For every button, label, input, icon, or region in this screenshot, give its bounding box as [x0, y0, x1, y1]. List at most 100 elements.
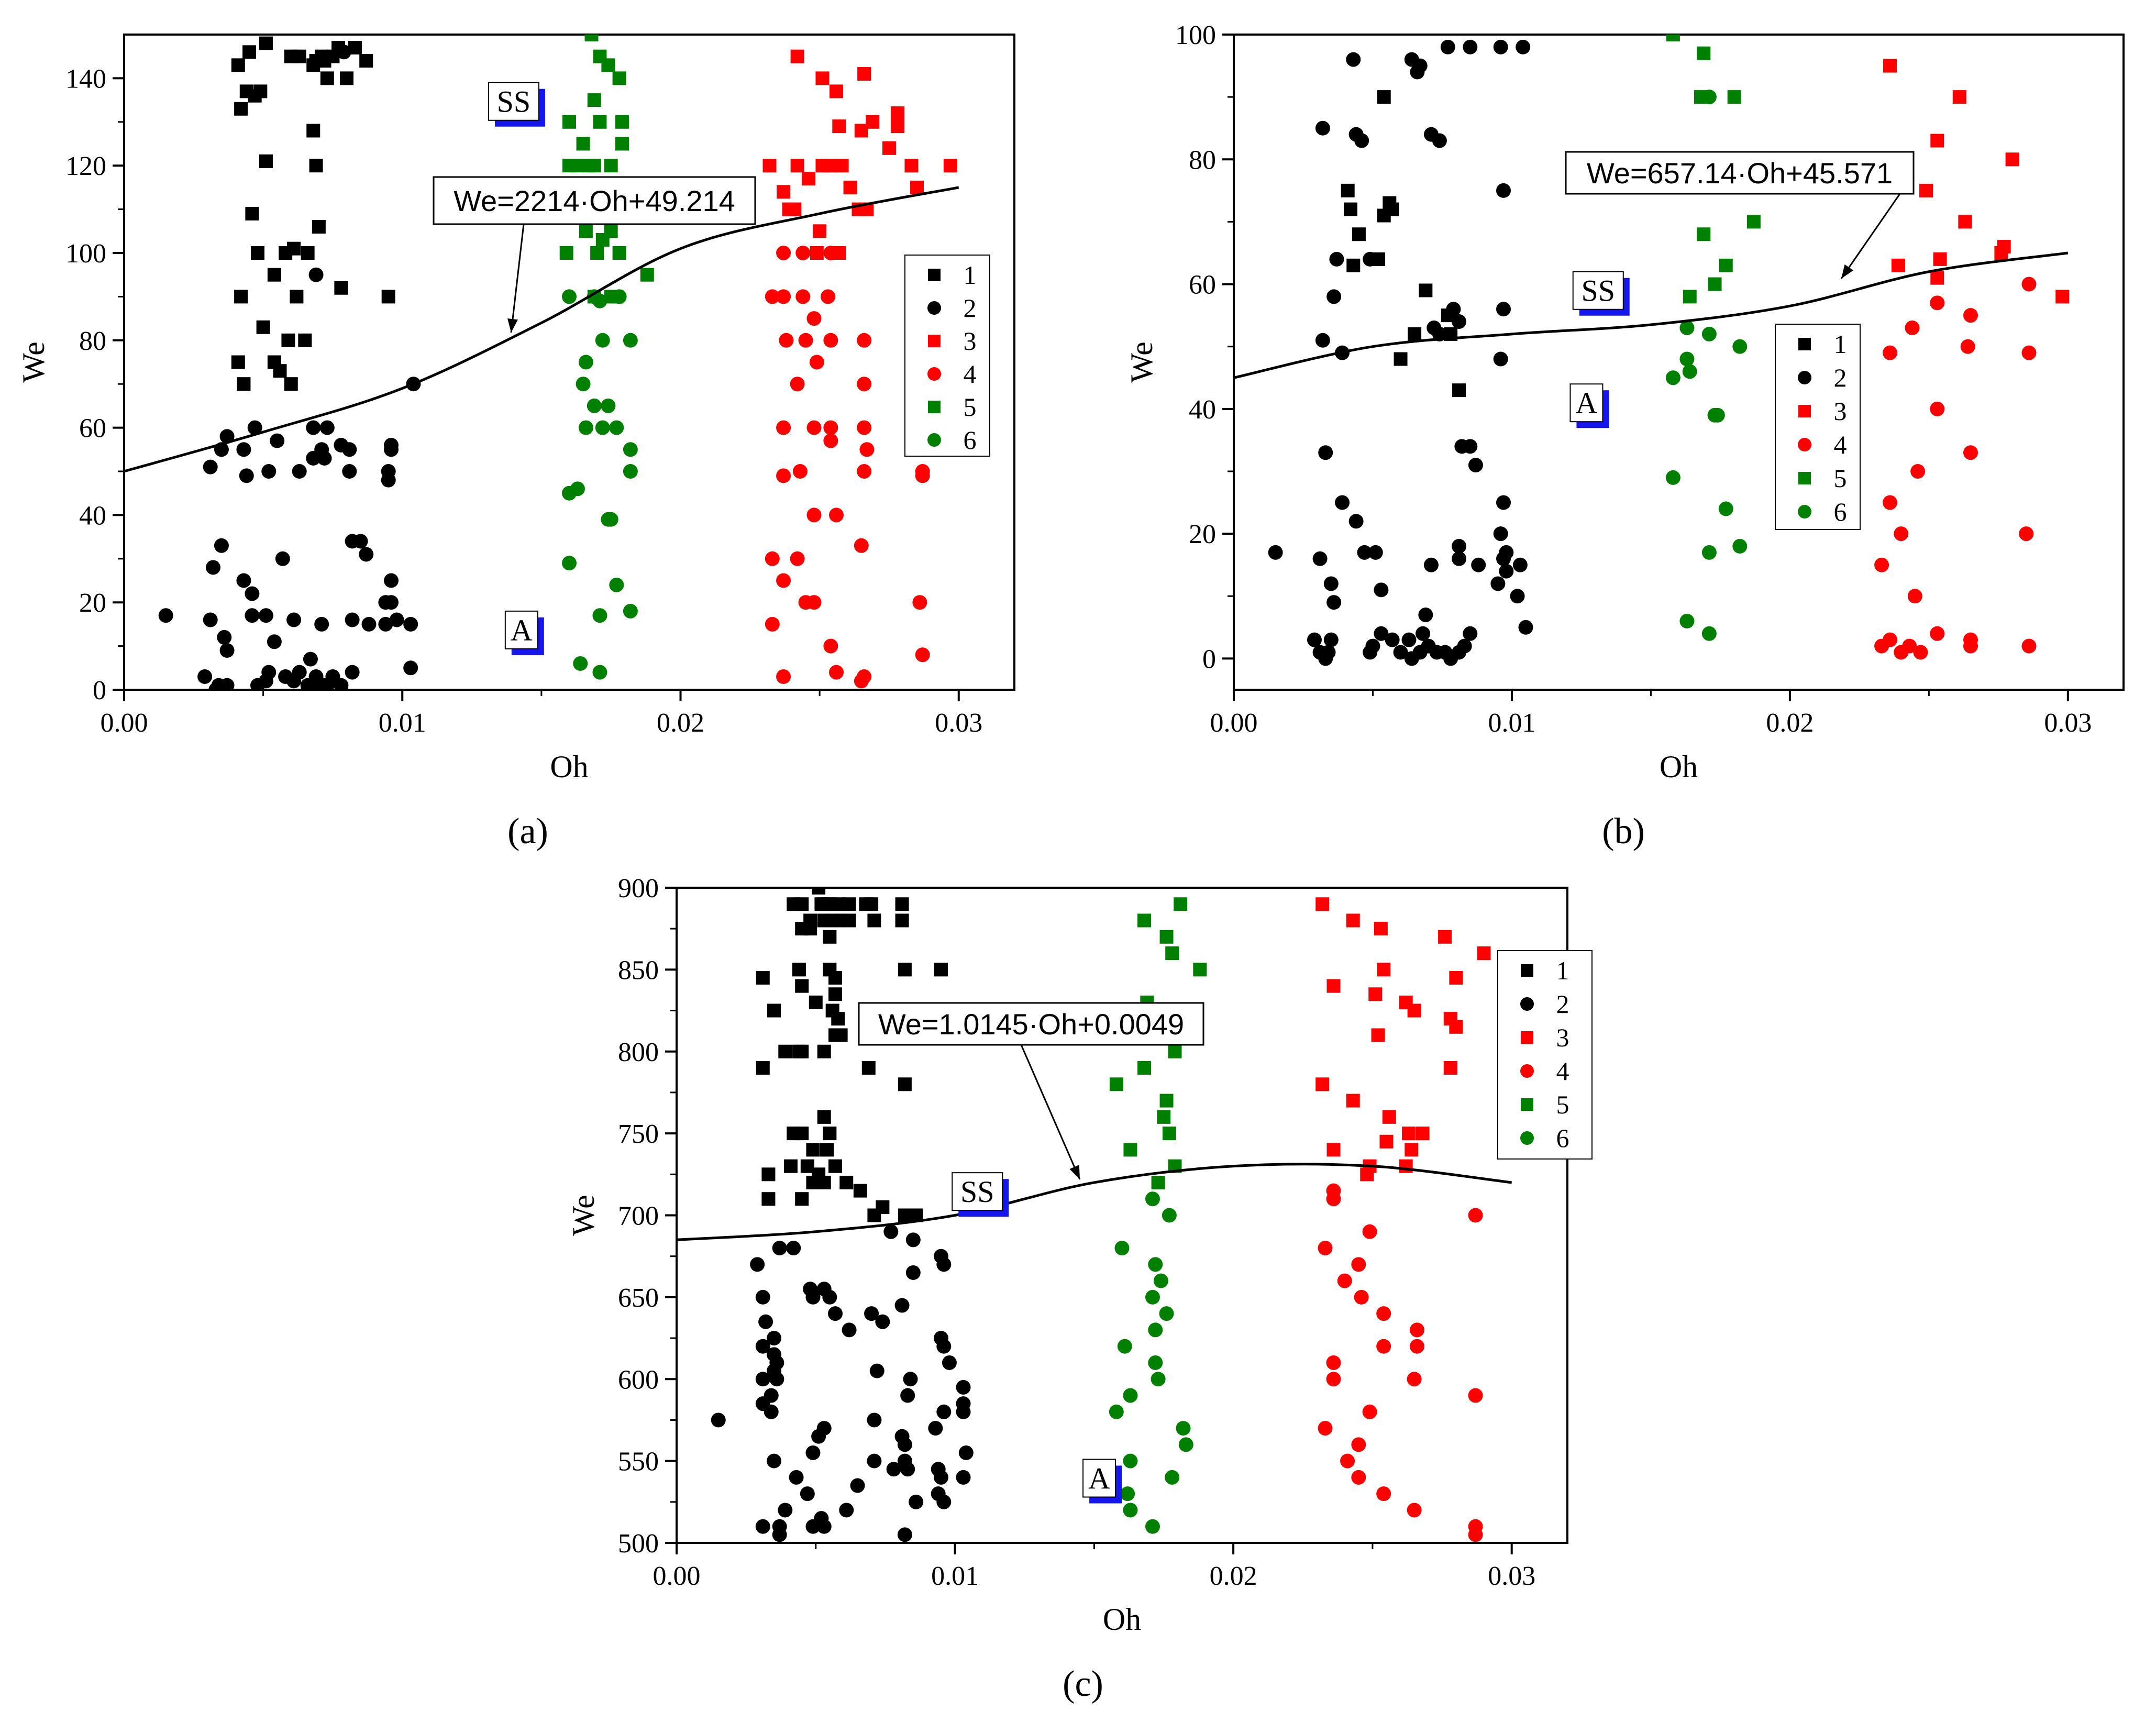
- y-tick-label: 600: [618, 1365, 659, 1395]
- data-point: [231, 355, 245, 369]
- y-tick-label: 650: [618, 1283, 659, 1313]
- x-axis-label: Oh: [550, 749, 588, 784]
- data-point: [806, 1143, 820, 1157]
- data-point: [1368, 545, 1383, 560]
- data-point: [1679, 613, 1695, 628]
- data-point: [592, 665, 607, 680]
- series-6: [1109, 1191, 1193, 1534]
- data-point: [1407, 1372, 1422, 1387]
- data-point: [1117, 1339, 1132, 1354]
- region-label-box: [1572, 271, 1624, 310]
- data-point: [559, 246, 573, 260]
- data-point: [219, 678, 235, 690]
- equation-arrow-head: [507, 318, 518, 333]
- data-point: [898, 963, 912, 977]
- data-point: [1477, 946, 1491, 961]
- data-point: [812, 888, 826, 895]
- data-point: [353, 534, 368, 549]
- data-point: [301, 246, 315, 260]
- data-point: [1902, 638, 1917, 654]
- data-point: [247, 420, 262, 435]
- legend-marker: [928, 401, 941, 413]
- data-point: [1919, 183, 1933, 197]
- data-point: [1894, 526, 1909, 542]
- data-point: [1665, 470, 1680, 485]
- data-point: [882, 141, 896, 155]
- data-point: [312, 219, 326, 234]
- data-point: [769, 1372, 784, 1387]
- data-point: [865, 897, 879, 911]
- data-point: [1162, 1208, 1177, 1223]
- data-point: [314, 616, 329, 632]
- data-point: [1315, 120, 1330, 136]
- data-point: [750, 1257, 765, 1272]
- data-point: [822, 1289, 837, 1305]
- data-point: [298, 333, 312, 347]
- data-point: [821, 289, 836, 304]
- data-point: [612, 246, 626, 260]
- data-point: [1732, 339, 1748, 354]
- equation-label: We=1.0145·Oh+0.0049: [878, 1008, 1184, 1041]
- legend-marker: [1798, 338, 1811, 350]
- data-point: [1351, 1257, 1366, 1272]
- series-2: [711, 1224, 974, 1542]
- x-tick-label: 0.03: [2044, 708, 2092, 738]
- data-point: [1496, 183, 1511, 198]
- data-point: [1165, 946, 1179, 961]
- data-point: [1963, 638, 1978, 654]
- data-point: [578, 420, 593, 435]
- data-point: [1148, 1355, 1163, 1370]
- data-point: [334, 281, 348, 295]
- data-point: [910, 180, 924, 194]
- data-point: [1340, 1453, 1355, 1469]
- data-point: [384, 595, 399, 610]
- data-point: [1410, 64, 1425, 80]
- data-point: [1159, 930, 1174, 944]
- data-point: [1516, 39, 1531, 54]
- data-point: [795, 289, 811, 304]
- data-point: [592, 293, 607, 308]
- data-point: [612, 289, 627, 304]
- data-point: [231, 58, 245, 72]
- data-point: [1368, 987, 1383, 1001]
- legend-marker: [1520, 997, 1534, 1011]
- data-point: [1930, 626, 1945, 641]
- data-point: [1354, 133, 1369, 148]
- series-4: [1874, 277, 2037, 660]
- panel-label: (b): [1602, 811, 1645, 852]
- data-point: [1952, 90, 1966, 104]
- data-point: [928, 1421, 943, 1436]
- data-point: [1153, 1273, 1168, 1288]
- data-point: [843, 180, 857, 194]
- data-point: [1174, 897, 1188, 911]
- data-point: [829, 665, 844, 680]
- data-point: [1326, 289, 1342, 304]
- data-point: [359, 54, 373, 68]
- data-point: [1148, 1322, 1163, 1338]
- data-point: [1665, 370, 1680, 385]
- data-point: [317, 450, 332, 466]
- data-point: [772, 1241, 787, 1256]
- data-point: [595, 333, 610, 348]
- data-point: [203, 459, 218, 474]
- data-point: [1374, 626, 1389, 641]
- data-point: [587, 159, 601, 173]
- data-point: [1468, 1388, 1483, 1403]
- data-point: [1123, 1453, 1138, 1469]
- x-tick-label: 0.02: [657, 708, 704, 738]
- data-point: [587, 398, 602, 413]
- data-point: [936, 1339, 952, 1354]
- data-point: [197, 669, 213, 684]
- region-label: A: [1575, 386, 1597, 420]
- legend-marker: [1798, 472, 1811, 484]
- y-tick-label: 0: [1202, 644, 1216, 674]
- data-point: [857, 420, 872, 435]
- data-point: [1518, 620, 1533, 635]
- data-point: [1374, 922, 1388, 936]
- data-point: [578, 355, 593, 370]
- data-point: [1379, 1134, 1394, 1149]
- legend-marker: [1521, 1098, 1533, 1111]
- data-point: [755, 1339, 770, 1354]
- data-point: [208, 682, 224, 690]
- data-point: [1326, 1372, 1341, 1387]
